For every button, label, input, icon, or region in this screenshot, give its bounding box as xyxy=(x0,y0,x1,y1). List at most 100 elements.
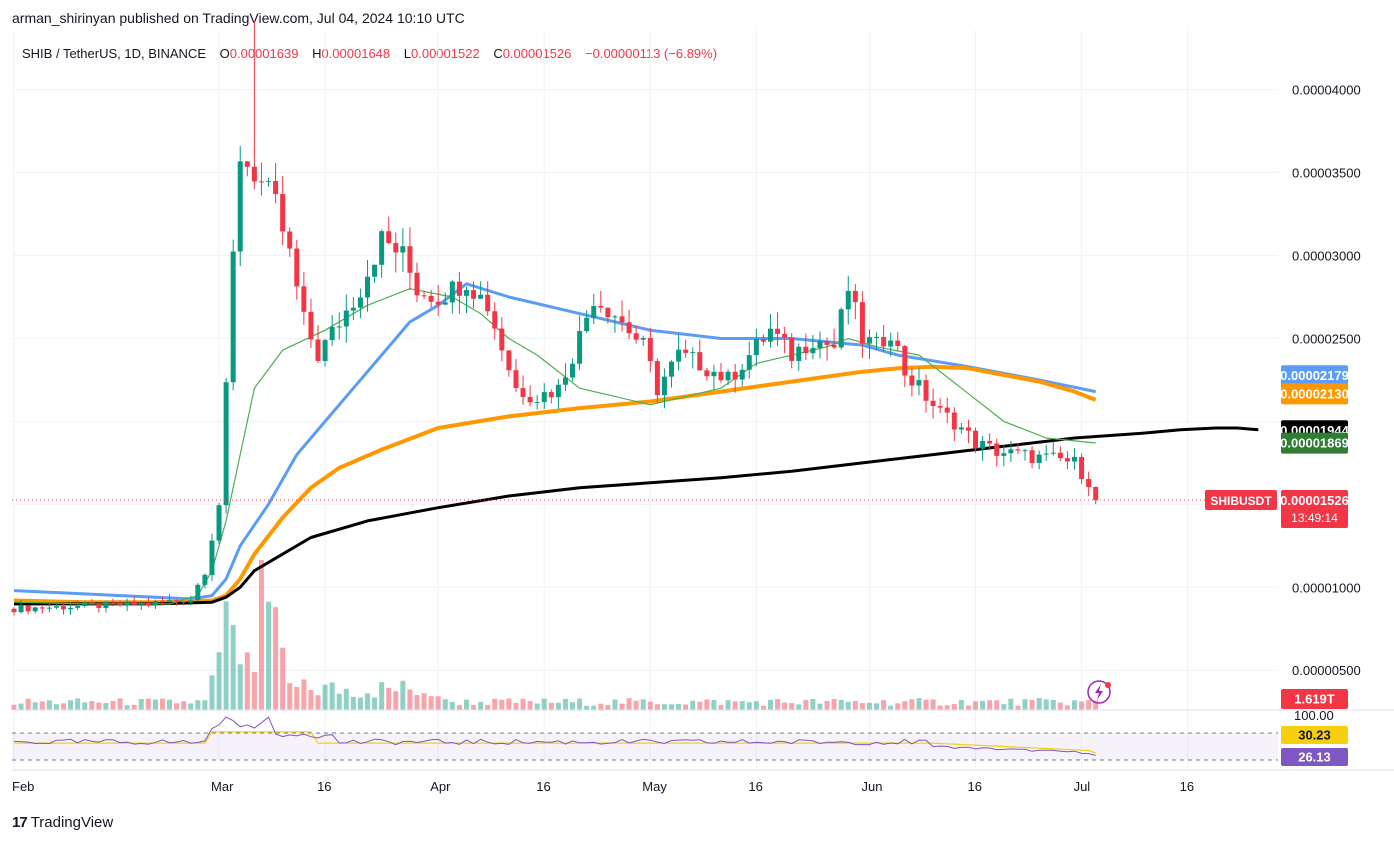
volume-bars xyxy=(11,560,1099,710)
volume-bar xyxy=(669,704,675,710)
volume-bar xyxy=(640,699,646,710)
volume-bar xyxy=(1079,701,1085,710)
candle-body xyxy=(598,305,604,308)
candle-body xyxy=(1043,453,1049,455)
candle-body xyxy=(11,608,17,613)
volume-bar xyxy=(866,702,872,710)
candle-body xyxy=(1072,456,1077,462)
volume-bar xyxy=(1086,700,1092,710)
volume-bar xyxy=(725,700,731,710)
x-tick-label: Apr xyxy=(430,779,451,794)
candle-body xyxy=(96,603,102,608)
candle-body xyxy=(1057,452,1063,459)
volume-bar xyxy=(266,601,272,710)
volume-bar xyxy=(167,699,173,710)
candle-body xyxy=(895,340,901,347)
volume-bar xyxy=(89,701,95,710)
candle-body xyxy=(902,346,908,376)
open-label: O xyxy=(219,46,230,61)
volume-bar xyxy=(315,695,321,710)
candle-body xyxy=(767,328,773,342)
low-label: L xyxy=(403,46,411,61)
volume-bar xyxy=(520,698,526,710)
candle-body xyxy=(322,340,328,361)
candle-body xyxy=(527,396,533,403)
volume-bar xyxy=(817,703,823,710)
badge-ma-blue-bg xyxy=(1281,365,1348,387)
candle-body xyxy=(46,607,52,609)
candle-body xyxy=(881,337,887,347)
candle-body xyxy=(704,370,710,377)
x-tick-label: 16 xyxy=(536,779,550,794)
candle-body xyxy=(273,181,279,195)
tradingview-footer: 17 TradingView xyxy=(12,814,113,831)
symbol-badge-text: SHIBUSDT xyxy=(1210,494,1272,508)
candle-body xyxy=(18,605,24,613)
y-tick-label: 0.00004000 xyxy=(1292,83,1361,98)
volume-bar xyxy=(181,701,187,710)
candle-body xyxy=(562,377,568,385)
symbol-name[interactable]: SHIB / TetherUS, 1D, BINANCE xyxy=(22,46,206,61)
candle-body xyxy=(739,369,745,380)
candle-body xyxy=(117,602,123,606)
volume-bar xyxy=(159,698,165,710)
volume-bar xyxy=(478,701,484,710)
rsi-ma-badge-text: 30.23 xyxy=(1298,728,1331,743)
x-tick-label: Jun xyxy=(861,779,882,794)
candle-body xyxy=(654,361,660,396)
volume-bar xyxy=(75,698,81,710)
volume-bar xyxy=(584,705,590,710)
volume-bar xyxy=(202,700,208,710)
volume-bar xyxy=(746,702,752,710)
volume-bar xyxy=(329,682,335,710)
volume-bar xyxy=(527,701,533,710)
change-value: −0.00000113 (−6.89%) xyxy=(585,46,718,61)
candle-body xyxy=(760,338,766,342)
volume-bar xyxy=(831,698,837,710)
volume-bar xyxy=(1057,702,1063,710)
candle-body xyxy=(68,607,74,610)
candle-body xyxy=(746,355,752,370)
grid xyxy=(12,30,1278,770)
candle-body xyxy=(980,440,986,449)
volume-bar xyxy=(951,704,957,710)
candle-body xyxy=(796,346,802,362)
candle-body xyxy=(838,309,844,348)
badge-ma-orange-text: 0.00002130 xyxy=(1280,386,1349,401)
candle-body xyxy=(244,161,250,167)
volume-bar xyxy=(697,701,703,710)
volume-bar xyxy=(379,682,385,710)
candle-body xyxy=(584,317,590,332)
candle-body xyxy=(732,371,738,380)
candle-body xyxy=(951,412,957,430)
candle-body xyxy=(1086,479,1092,488)
candle-body xyxy=(357,297,363,308)
candle-body xyxy=(471,290,477,299)
candle-body xyxy=(202,574,208,585)
volume-bar xyxy=(1050,699,1056,710)
volume-bar xyxy=(53,704,59,710)
candle-body xyxy=(138,603,144,605)
volume-bar xyxy=(46,700,52,710)
candle-body xyxy=(428,295,434,302)
volume-bar xyxy=(732,701,738,710)
volume-bar xyxy=(428,696,434,710)
volume-bar xyxy=(633,700,639,710)
volume-bar xyxy=(874,703,880,710)
volume-bar xyxy=(541,698,547,710)
volume-bar xyxy=(230,624,236,710)
candle-body xyxy=(711,371,717,377)
candle-body xyxy=(456,281,462,296)
candle-body xyxy=(315,339,321,361)
low-value: 0.00001522 xyxy=(411,46,480,61)
candle-body xyxy=(258,181,264,183)
candle-body xyxy=(365,276,370,298)
candle-body xyxy=(287,231,293,249)
volume-bar xyxy=(117,698,123,710)
volume-bar xyxy=(294,686,300,710)
candle-body xyxy=(570,363,576,378)
candle-body xyxy=(435,301,441,305)
candle-body xyxy=(817,341,823,349)
candle-body xyxy=(39,607,45,609)
